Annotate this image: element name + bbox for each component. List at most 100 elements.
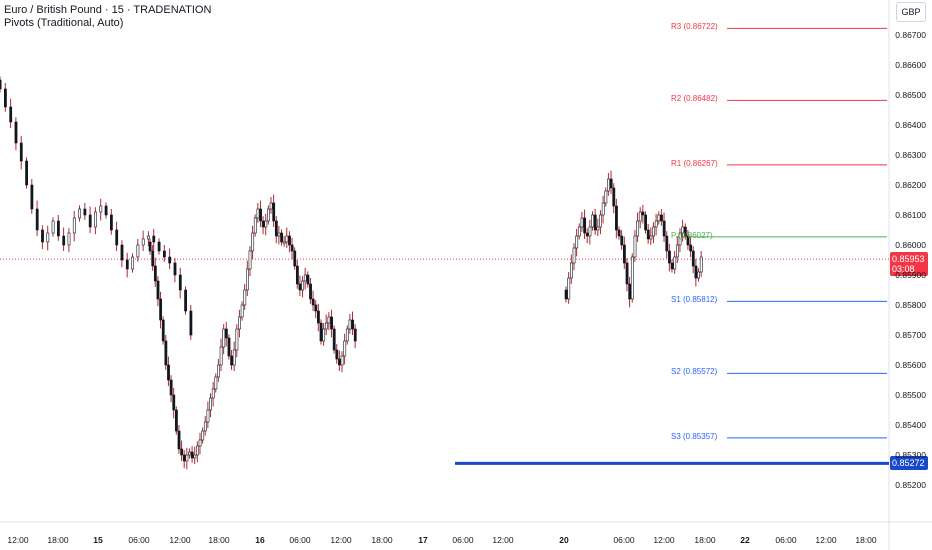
indicator-label[interactable]: Pivots (Traditional, Auto) xyxy=(4,17,124,29)
candle-body xyxy=(567,277,571,300)
candle-body xyxy=(343,340,347,357)
candle-body xyxy=(686,235,690,246)
candle-body xyxy=(35,208,39,231)
pivot-label-r3: R3 (0.86722) xyxy=(671,22,718,32)
candle-body xyxy=(25,160,29,186)
candle-body xyxy=(675,244,679,258)
candle-body xyxy=(224,328,228,339)
candle-body xyxy=(177,430,181,450)
candle-body xyxy=(19,142,23,162)
x-tick-label: 12:00 xyxy=(7,535,29,545)
candle-body xyxy=(243,289,247,306)
marked-price-value: 0.85272 xyxy=(892,458,925,469)
bar-countdown: 03:08 xyxy=(892,264,915,275)
y-tick-label: 0.86400 xyxy=(895,120,926,130)
candle-body xyxy=(673,256,677,270)
x-tick-label: 18:00 xyxy=(208,535,230,545)
candle-body xyxy=(78,208,82,219)
y-tick-label: 0.85300 xyxy=(895,450,926,460)
y-tick-label: 0.85200 xyxy=(895,480,926,490)
candle-body xyxy=(120,244,124,261)
pivot-label-s3: S3 (0.85357) xyxy=(671,431,718,441)
candle-body xyxy=(670,262,674,270)
candle-body xyxy=(638,211,642,222)
candle-body xyxy=(628,283,632,300)
candle-body xyxy=(164,340,168,366)
candle-body xyxy=(678,232,682,246)
candle-body xyxy=(235,328,239,351)
symbol-title[interactable]: Euro / British Pound · 15 · TRADENATION xyxy=(4,4,212,16)
x-tick-label: 06:00 xyxy=(289,535,311,545)
candle-body xyxy=(593,214,597,231)
candle-body xyxy=(646,229,650,240)
candle-body xyxy=(175,409,178,432)
candle-body xyxy=(620,235,624,246)
candle-body xyxy=(56,220,60,237)
y-tick-label: 0.86500 xyxy=(895,90,926,100)
candle-body xyxy=(256,208,260,219)
candle-body xyxy=(136,244,140,258)
candle-body xyxy=(617,229,621,237)
candle-body xyxy=(88,214,92,228)
candle-body xyxy=(189,310,193,336)
candle-body xyxy=(227,337,231,357)
candle-body xyxy=(184,289,188,312)
candle-body xyxy=(622,244,626,264)
candle-body xyxy=(301,280,305,291)
x-tick-label: 18:00 xyxy=(694,535,716,545)
pivot-label-r1: R1 (0.86267) xyxy=(671,158,718,168)
candle-body xyxy=(683,226,687,237)
candle-body xyxy=(596,226,600,231)
candle-body xyxy=(163,250,166,258)
candle-body xyxy=(253,217,257,234)
candle-body xyxy=(691,250,695,267)
candle-body xyxy=(0,79,2,90)
candle-body xyxy=(322,328,326,342)
candle-body xyxy=(9,106,13,123)
candle-body xyxy=(259,208,262,222)
candle-body xyxy=(641,211,645,216)
candle-body xyxy=(156,280,160,300)
candle-body xyxy=(282,241,286,244)
candle-body xyxy=(609,178,613,189)
candle-body xyxy=(198,439,202,447)
candle-body xyxy=(147,235,150,240)
candle-body xyxy=(285,235,289,243)
candle-body xyxy=(238,316,241,330)
candle-body xyxy=(314,304,318,312)
candle-body xyxy=(251,232,255,252)
candle-body xyxy=(46,232,50,243)
candle-body xyxy=(72,217,76,234)
y-tick-label: 0.86300 xyxy=(895,150,926,160)
candle-body xyxy=(353,328,357,342)
candle-body xyxy=(580,217,584,228)
candle-body xyxy=(293,250,297,267)
x-tick-label: 06:00 xyxy=(128,535,150,545)
candle-body xyxy=(185,454,189,462)
currency-button[interactable]: GBP xyxy=(896,2,926,22)
candle-body xyxy=(41,229,44,243)
candle-body xyxy=(214,376,218,390)
candle-body xyxy=(178,274,182,291)
candle-body xyxy=(699,256,703,273)
candle-body xyxy=(569,262,573,279)
x-tick-label: 12:00 xyxy=(653,535,675,545)
candle-body xyxy=(338,358,341,366)
x-tick-label: 12:00 xyxy=(330,535,352,545)
candle-body xyxy=(298,283,302,291)
candle-body xyxy=(246,268,249,291)
x-tick-label: 12:00 xyxy=(815,535,837,545)
y-tick-label: 0.86000 xyxy=(895,240,926,250)
candle-body xyxy=(564,289,568,300)
candle-body xyxy=(148,241,152,252)
candle-body xyxy=(324,322,328,330)
y-tick-label: 0.85400 xyxy=(895,420,926,430)
x-tick-label: 15 xyxy=(93,535,103,545)
candle-body xyxy=(311,298,315,306)
candle-body xyxy=(644,214,648,231)
candle-body xyxy=(152,235,156,243)
candle-body xyxy=(4,88,7,108)
x-tick-label: 06:00 xyxy=(775,535,797,545)
candle-body xyxy=(209,397,212,411)
